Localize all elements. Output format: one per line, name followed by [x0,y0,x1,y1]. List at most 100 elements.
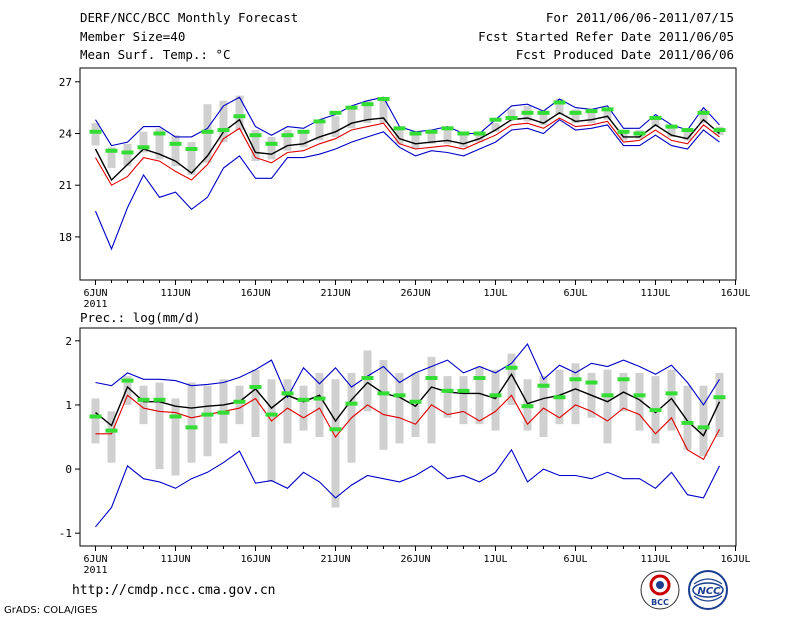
prec-spread-bar [715,372,724,437]
temp-spread-bar [491,123,500,132]
temp-spread-bar [107,147,116,168]
temp-forecast-marker [713,128,726,133]
temp-spread-bar [171,135,180,167]
temp-forecast-marker [585,109,598,114]
bcc-logo-text: BCC [651,598,669,607]
temp-forecast-marker [553,100,566,105]
prec-min-line [95,448,720,528]
bcc-logo-icon: BCC [640,570,680,610]
prec-x-tick-label: 1JUL [483,554,507,565]
prec-mean-line [95,372,721,437]
temp-forecast-marker [697,110,710,115]
prec-forecast-marker [617,377,630,382]
prec-spread-bar [427,356,436,444]
temp-spread-bar [683,131,692,141]
grads-credit: GrADS: COLA/IGES [4,605,98,616]
temp-forecast-marker [249,133,262,138]
prec-spread-bar [507,353,516,405]
temp-spread-bar [251,130,260,162]
temp-forecast-marker [233,114,246,119]
temp-spread-bar [235,95,244,131]
chart-title: DERF/NCC/BCC Monthly Forecast [80,10,299,25]
forecast-start-date: Fcst Started Refer Date 2011/06/05 [478,29,734,44]
temp-y-tick-label: 21 [59,179,72,192]
temp-spread-bar [91,123,100,146]
temp-median-line [95,117,720,186]
temp-forecast-marker [441,126,454,131]
prec-spread-bar [395,372,404,444]
prec-spread-bar [139,385,148,425]
prec-forecast-marker [505,365,518,370]
prec-spread-bar [635,372,644,431]
prec-y-tick-label: 2 [65,335,72,348]
temp-spread-bar [315,123,324,141]
prec-spread-bar [299,385,308,431]
prec-forecast-marker [697,425,710,430]
prec-year-label: 2011 [83,565,107,576]
temp-forecast-marker [201,129,214,134]
temp-forecast-marker [329,110,342,115]
temp-max-line [95,96,720,147]
prec-spread-bar [443,376,452,418]
ncc-logo-text: NCC [697,586,721,597]
temp-min-line [94,119,720,251]
prec-forecast-marker [473,376,486,381]
temp-forecast-marker [345,105,358,110]
temp-forecast-marker [137,145,150,150]
prec-y-tick-label: 1 [65,399,72,412]
prec-forecast-marker [361,376,374,381]
temp-plot-frame [79,67,737,281]
prec-plot-frame [79,327,737,547]
temp-mean-line [94,111,720,182]
temp-spread-bar [123,143,132,167]
prec-x-tick-label: 21JUN [320,554,350,565]
temp-forecast-marker [393,126,406,131]
temp-spread-bar [555,99,564,115]
variable-label: Mean Surf. Temp.: °C [80,47,231,62]
prec-forecast-marker [377,391,390,396]
prec-forecast-marker [345,401,358,406]
temp-forecast-marker [169,141,182,146]
prec-forecast-marker [185,425,198,430]
temp-forecast-marker [313,119,326,124]
prec-spread-bar [379,360,388,450]
prec-forecast-marker [249,384,262,389]
prec-spread-bar [331,379,340,508]
website-url[interactable]: http://cmdp.ncc.cma.gov.cn [72,583,276,598]
temp-forecast-marker [105,148,118,153]
forecast-produced-date: Fcst Produced Date 2011/06/06 [515,47,734,62]
temp-forecast-marker [617,129,630,134]
temp-spread-bar [667,124,676,137]
temp-spread-bar [651,116,660,127]
prec-forecast-marker [217,410,230,415]
prec-spread-bar [699,385,708,457]
prec-forecast-marker [457,388,470,393]
prec-forecast-marker [585,380,598,385]
prec-forecast-marker [137,397,150,402]
temp-forecast-marker [665,124,678,129]
prec-spread-bar [315,372,324,437]
temp-spread-bar [187,142,196,175]
prec-forecast-marker [153,397,166,402]
prec-forecast-marker [441,388,454,393]
prec-forecast-marker [665,391,678,396]
prec-spread-bar [667,369,676,431]
temp-spread-bar [587,109,596,124]
temp-y-tick-label: 24 [59,127,73,140]
temp-forecast-marker [297,129,310,134]
prec-y-tick-label: 0 [65,463,72,476]
temp-spread-bar [331,116,340,137]
temp-x-tick-label: 11JUL [640,288,670,299]
prec-forecast-marker [409,399,422,404]
temp-x-tick-label: 26JUN [400,288,430,299]
prec-forecast-marker [649,408,662,413]
temp-year-label: 2011 [83,299,107,310]
temp-panel: 18 21 24 27 6JUN 11JUN 16JUN 21JUN 26JUN 1JUL 6JUL… [59,67,751,310]
temp-x-tick-label: 6JUN [83,288,107,299]
prec-spread-bar [235,385,244,425]
temp-spread-bar [699,109,708,124]
ncc-logo-icon: NCC [688,570,728,610]
temp-forecast-marker [121,150,134,155]
prec-spread-bar [267,379,276,482]
prec-spread-bar [475,366,484,425]
